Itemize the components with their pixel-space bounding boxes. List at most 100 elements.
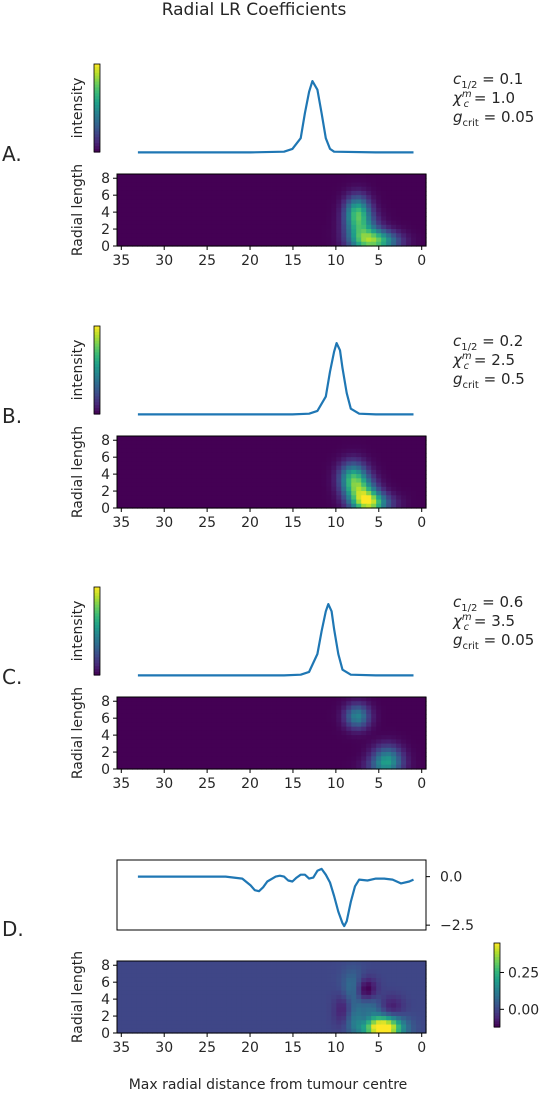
heatmap-cell xyxy=(351,182,357,188)
heatmap-cell xyxy=(161,195,168,201)
heatmap-cell xyxy=(117,982,123,988)
heatmap-cell xyxy=(251,199,258,205)
heatmap-cell xyxy=(401,999,407,1004)
heatmap-cell xyxy=(286,1028,293,1034)
heatmap-cell xyxy=(151,465,158,471)
heatmap-cell xyxy=(336,444,342,450)
heatmap-cell xyxy=(341,212,347,217)
heatmap-cell xyxy=(291,697,298,702)
heatmap-cell xyxy=(206,224,213,230)
heatmap-cell xyxy=(406,739,412,745)
heatmap-cell xyxy=(121,436,128,441)
heatmap-cell xyxy=(406,203,412,209)
heatmap-cell xyxy=(401,990,407,996)
heatmap-cell xyxy=(206,495,213,501)
heatmap-cell xyxy=(196,1016,203,1021)
x-tick-label: 5 xyxy=(374,515,383,531)
param-chi: χm c = 3.5 xyxy=(452,612,515,633)
heatmap-cell xyxy=(416,212,422,217)
heatmap-cell xyxy=(336,709,342,715)
heatmap-cell xyxy=(126,743,133,749)
heatmap-cell xyxy=(261,718,268,724)
heatmap-cell xyxy=(121,973,128,979)
heatmap-cell xyxy=(291,195,298,201)
heatmap-cell xyxy=(226,444,233,450)
heatmap-cell xyxy=(421,499,427,505)
heatmap-cell xyxy=(136,735,143,740)
heatmap-cell xyxy=(196,224,203,230)
heatmap-cell xyxy=(201,178,208,184)
heatmap-cell xyxy=(121,491,128,496)
heatmap-cell xyxy=(131,503,138,509)
heatmap-cell xyxy=(171,990,178,996)
heatmap-cell xyxy=(421,457,427,463)
heatmap-cell xyxy=(131,739,138,745)
heatmap-cell xyxy=(176,440,183,446)
colorbar-segment xyxy=(94,143,100,147)
heatmap-cell xyxy=(186,986,193,992)
heatmap-cell xyxy=(166,486,173,492)
heatmap-cell xyxy=(356,713,362,719)
heatmap-cell xyxy=(281,756,288,762)
heatmap-cell xyxy=(211,977,218,983)
heatmap-cell xyxy=(356,233,362,239)
heatmap-cell xyxy=(336,764,342,770)
heatmap-cell xyxy=(301,756,307,762)
heatmap-cell xyxy=(416,241,422,247)
heatmap-cell xyxy=(306,1024,312,1030)
heatmap-cell xyxy=(161,713,168,719)
heatmap-cell xyxy=(391,224,397,230)
heatmap-cell xyxy=(141,965,148,971)
heatmap-cell xyxy=(386,174,392,179)
heatmap-cell xyxy=(296,195,302,201)
heatmap-cell xyxy=(316,178,322,184)
y-tick-label: 4 xyxy=(101,467,110,483)
heatmap-cell xyxy=(421,436,427,441)
heatmap-cell xyxy=(356,999,362,1004)
heatmap-cell xyxy=(291,207,298,213)
heatmap-cell xyxy=(231,760,238,766)
heatmap-cell xyxy=(366,722,372,728)
heatmap-cell xyxy=(286,726,293,732)
heatmap-cell xyxy=(156,495,163,501)
colorbar-segment xyxy=(94,613,100,617)
heatmap-cell xyxy=(376,705,382,711)
heatmap-cell xyxy=(386,461,392,467)
heatmap-cell xyxy=(301,190,307,196)
heatmap-cell xyxy=(186,478,193,484)
heatmap-cell xyxy=(316,999,322,1004)
heatmap-cell xyxy=(146,233,153,239)
heatmap-cell xyxy=(226,973,233,979)
heatmap-cell xyxy=(156,233,163,239)
heatmap-cell xyxy=(231,756,238,762)
heatmap-cell xyxy=(181,701,188,707)
heatmap-cell xyxy=(231,1020,238,1026)
heatmap-cell xyxy=(181,486,188,492)
heatmap-cell xyxy=(306,1020,312,1026)
heatmap-cell xyxy=(216,474,223,479)
heatmap-cell xyxy=(251,713,258,719)
heatmap-cell xyxy=(231,1003,238,1009)
heatmap-cell xyxy=(181,994,188,1000)
heatmap-cell xyxy=(176,743,183,749)
heatmap-cell xyxy=(221,701,228,707)
heatmap-cell xyxy=(256,718,263,724)
heatmap-cell xyxy=(141,233,148,239)
heatmap-cell xyxy=(386,743,392,749)
heatmap-cell xyxy=(241,1028,248,1034)
heatmap-cell xyxy=(186,752,193,757)
heatmap-cell xyxy=(326,190,332,196)
heatmap-cell xyxy=(236,969,243,975)
heatmap-cell xyxy=(206,1016,213,1021)
heatmap-cell xyxy=(156,1020,163,1026)
heatmap-cell xyxy=(156,982,163,988)
heatmap-cell xyxy=(236,436,243,441)
heatmap-cell xyxy=(196,965,203,971)
heatmap-cell xyxy=(276,452,283,458)
heatmap-cell xyxy=(421,1003,427,1009)
heatmap-cell xyxy=(421,965,427,971)
heatmap-cell xyxy=(376,220,382,226)
heatmap-cell xyxy=(311,207,317,213)
heatmap-cell xyxy=(416,495,422,501)
heatmap-cell xyxy=(201,207,208,213)
